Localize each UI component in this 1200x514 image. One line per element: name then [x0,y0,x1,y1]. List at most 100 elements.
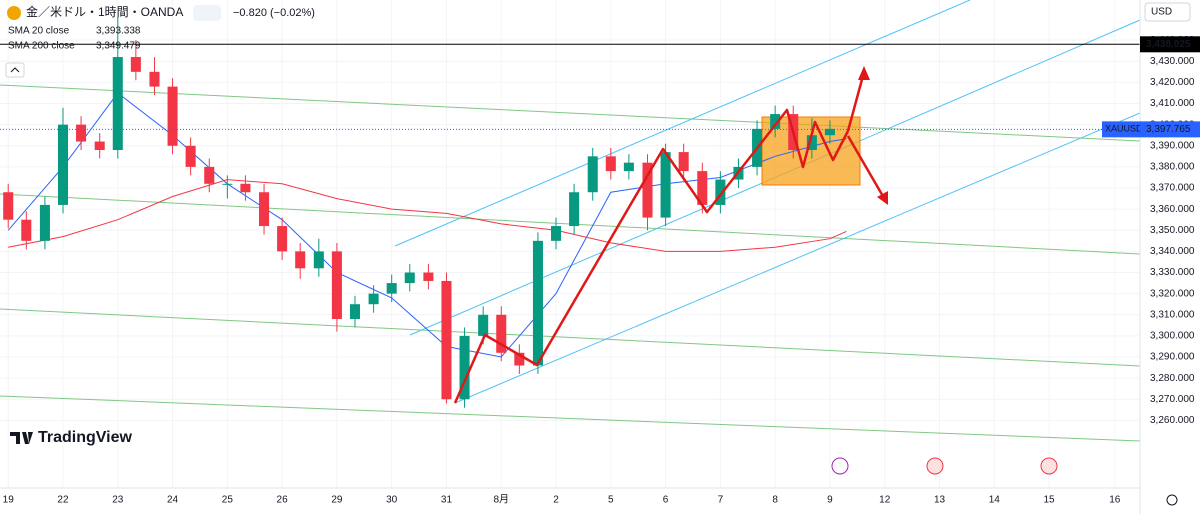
x-tick-label: 15 [1044,495,1056,506]
candle-body [587,156,598,193]
candle-body [277,226,288,252]
channel-line [454,112,1141,404]
indicator-name: SMA 20 close [8,26,70,37]
candle-body [386,283,397,294]
y-tick-label: 3,290.000 [1150,352,1195,363]
y-tick-label: 3,350.000 [1150,225,1195,236]
candle-body [569,192,580,227]
x-tick-label: 8月 [493,494,509,506]
price-line-label: 3,438.025 [1146,39,1191,50]
candle-body [3,192,14,220]
y-tick-label: 3,430.000 [1150,56,1195,67]
candle-body [167,86,178,146]
candle-body [459,335,470,400]
x-tick-label: 14 [989,495,1001,506]
candle-body [642,162,653,218]
arrows [453,66,888,404]
x-tick-label: 13 [934,495,946,506]
candle-body [259,192,270,227]
x-tick-label: 9 [827,495,833,506]
y-tick-label: 3,340.000 [1150,246,1195,257]
y-tick-label: 3,390.000 [1150,140,1195,151]
candle-body [551,226,562,241]
down-arrow [846,135,886,199]
y-tick-label: 3,410.000 [1150,98,1195,109]
event-icons [831,457,1058,475]
y-tick-label: 3,370.000 [1150,183,1195,194]
candle-body [806,135,817,150]
candle-body [514,352,525,366]
candle-body [149,71,160,87]
candle-body [295,251,306,269]
candle-body [240,183,251,193]
compare-button[interactable] [193,5,221,21]
x-tick-label: 25 [222,495,234,506]
candle-body [130,57,141,72]
y-tick-label: 3,310.000 [1150,309,1195,320]
candle-body [478,314,489,336]
x-tick-label: 2 [553,495,559,506]
last-price-label: 3,397.765 [1146,124,1191,135]
collapse-button[interactable] [5,62,25,78]
arrow-head [858,66,870,80]
y-tick-label: 3,420.000 [1150,77,1195,88]
collapse-icon [10,67,20,73]
candle-body [94,141,105,150]
currency: USD [1151,7,1172,18]
candle-body [39,204,50,241]
trend-line [0,84,1141,142]
logo: TradingView [10,429,133,446]
candle-body [313,251,324,269]
up-arrow [846,71,866,132]
arrow-head [877,191,888,205]
symbol-icon [7,6,21,20]
indicator-value: 3,349.479 [96,41,141,52]
candle-body [368,293,379,305]
candle-body [21,219,32,241]
channel-line [394,0,971,247]
x-tick-label: 16 [1109,495,1121,506]
candle-body [222,183,233,185]
y-tick-label: 3,320.000 [1150,288,1195,299]
symbol-label: XAUUSD [1105,124,1143,134]
candle-body [770,114,781,129]
x-tick-label: 12 [879,495,891,506]
x-tick-label: 24 [167,495,179,506]
x-tick-label: 6 [663,495,669,506]
logo-icon [10,432,33,444]
last-price-tag [1140,121,1200,138]
x-tick-label: 26 [277,495,289,506]
x-tick-label: 29 [331,495,343,506]
candle-body [532,240,543,366]
candle-body [112,57,123,150]
candle-body [715,179,726,205]
y-tick-label: 3,260.000 [1150,415,1195,426]
y-tick-label: 3,380.000 [1150,162,1195,173]
settings-icon[interactable] [1166,494,1178,506]
candle-body [185,145,196,167]
zigzag-arrow [453,108,850,404]
currency-button[interactable] [1144,2,1191,22]
event-icon[interactable] [926,457,944,475]
x-tick-label: 23 [112,495,124,506]
x-tick-label: 30 [386,495,398,506]
y-tick-label: 3,280.000 [1150,373,1195,384]
x-tick-label: 8 [772,495,778,506]
event-icon[interactable] [831,457,849,475]
candle-body [76,124,87,142]
y-tick-label: 3,300.000 [1150,331,1195,342]
trend-line [0,308,1141,367]
event-icon[interactable] [1040,457,1058,475]
trend-line [0,395,1141,442]
x-tick-label: 7 [718,495,724,506]
y-tick-label: 3,330.000 [1150,267,1195,278]
candle-body [349,304,361,319]
axes: 3,260.000 3,270.000 3,280.000 3,290.000 3,30… [3,26,1200,506]
candle-body [623,162,634,172]
indicator-value: 3,393.338 [96,26,141,37]
plot [0,16,1140,408]
x-tick-label: 19 [3,495,15,506]
candle-body [423,272,434,281]
candle-body [697,171,708,205]
